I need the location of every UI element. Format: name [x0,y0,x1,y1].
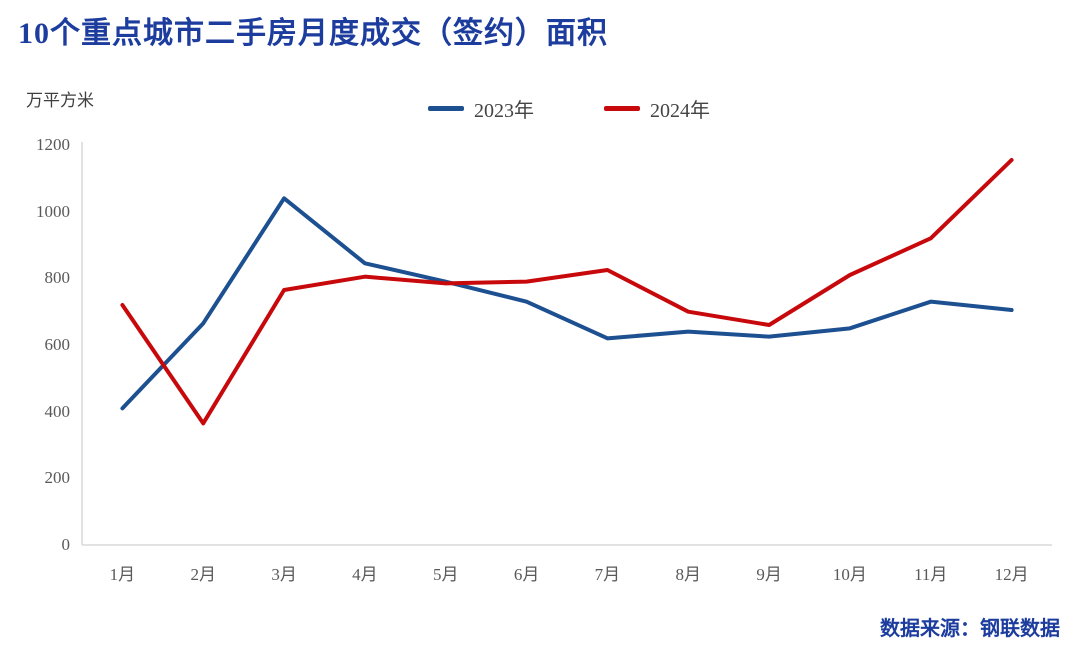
legend-item-2023: 2023年 [428,94,534,123]
y-axis-unit-label: 万平方米 [26,91,94,110]
chart-canvas [81,142,1052,546]
y-tick-label: 200 [44,468,71,488]
legend-label-2024: 2024年 [650,100,710,122]
x-tick-label: 6月 [513,565,540,584]
x-tick-label: 5月 [433,565,459,584]
x-tick-label: 1月 [109,565,136,584]
chart-title: 10个重点城市二手房月度成交（签约）面积 [18,17,608,50]
x-tick-label: 8月 [675,565,702,584]
x-tick-label: 3月 [271,565,297,584]
x-tick-label: 10月 [832,565,867,584]
legend-label-2023: 2023年 [474,100,534,122]
legend-line-2024-icon [604,106,640,111]
x-tick-label: 11月 [914,565,948,584]
plot-area: 0 200 400 600 800 1000 1200 1月 2月 3月 4月 5月 6月 7月 8月 9月 1… [36,135,1052,584]
y-tick-label: 600 [44,335,71,354]
legend-line-2023-icon [428,106,464,111]
y-tick-label: 400 [44,401,71,421]
y-tick-label: 1000 [36,201,70,221]
y-tick-label: 1200 [36,135,70,154]
y-tick-label: 0 [61,535,71,554]
legend-item-2024: 2024年 [604,94,710,123]
x-tick-label: 2月 [190,565,217,584]
y-tick-label: 800 [44,268,71,288]
x-tick-label: 4月 [352,565,378,584]
x-tick-label: 7月 [594,565,621,584]
series-line-2023年 [120,196,1014,411]
legend: 2023年 2024年 [428,94,710,123]
series-line-2024年 [120,158,1014,426]
x-tick-label: 9月 [756,565,782,584]
x-tick-label: 12月 [994,565,1029,584]
data-source-label: 数据来源：钢联数据 [880,618,1060,640]
